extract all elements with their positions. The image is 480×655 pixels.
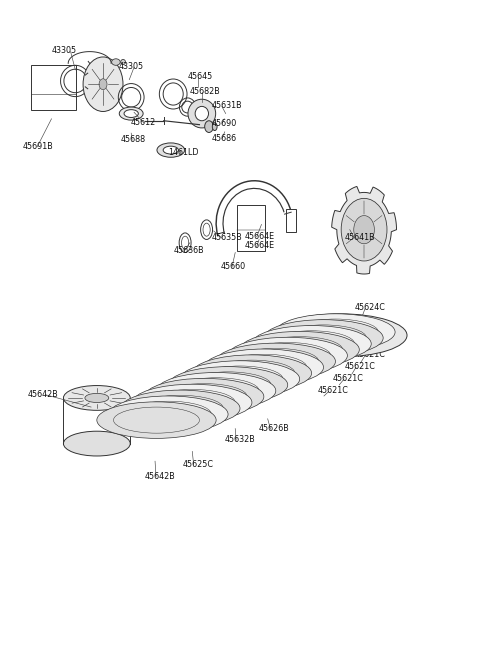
- Ellipse shape: [97, 402, 216, 438]
- Text: 45624C: 45624C: [355, 303, 385, 312]
- Ellipse shape: [204, 349, 324, 386]
- Text: 45637B: 45637B: [154, 395, 185, 403]
- Text: 45642B: 45642B: [28, 390, 59, 398]
- Ellipse shape: [124, 109, 138, 117]
- Text: 45625C: 45625C: [183, 460, 214, 469]
- Text: 45632B: 45632B: [225, 435, 255, 444]
- Ellipse shape: [157, 143, 185, 157]
- Text: 1461LD: 1461LD: [168, 148, 199, 157]
- Ellipse shape: [112, 59, 120, 66]
- Bar: [31, 65, 76, 110]
- Text: 45636B: 45636B: [173, 246, 204, 255]
- Ellipse shape: [120, 60, 125, 65]
- Ellipse shape: [240, 331, 360, 368]
- Ellipse shape: [264, 320, 383, 356]
- Text: 45650B: 45650B: [188, 386, 218, 395]
- Text: 45691B: 45691B: [23, 141, 54, 151]
- Circle shape: [341, 198, 387, 261]
- Ellipse shape: [109, 396, 228, 432]
- Bar: [287, 209, 296, 232]
- Text: 45622B: 45622B: [340, 316, 371, 326]
- Ellipse shape: [212, 122, 217, 130]
- Ellipse shape: [144, 379, 264, 415]
- Ellipse shape: [156, 373, 276, 409]
- Text: 45664E: 45664E: [245, 232, 275, 240]
- Text: 45686: 45686: [211, 134, 237, 143]
- Text: 45627B: 45627B: [251, 365, 281, 375]
- Circle shape: [149, 398, 155, 405]
- Text: 45622B: 45622B: [297, 341, 328, 350]
- Text: 45623T: 45623T: [273, 354, 302, 363]
- Ellipse shape: [132, 384, 252, 421]
- Ellipse shape: [85, 394, 109, 403]
- Polygon shape: [332, 187, 396, 274]
- Bar: [237, 205, 265, 251]
- Ellipse shape: [188, 99, 216, 128]
- Ellipse shape: [252, 326, 371, 362]
- Text: 43305: 43305: [51, 46, 77, 55]
- Text: 45631B: 45631B: [211, 102, 242, 110]
- Text: 45645: 45645: [188, 72, 213, 81]
- Text: 45641B: 45641B: [345, 233, 376, 242]
- Ellipse shape: [274, 314, 407, 357]
- Text: 45621C: 45621C: [318, 386, 348, 395]
- Ellipse shape: [180, 361, 300, 398]
- Text: 45621C: 45621C: [333, 374, 364, 383]
- Text: 45682B: 45682B: [190, 87, 221, 96]
- Text: 45690: 45690: [211, 119, 237, 128]
- Ellipse shape: [168, 367, 288, 403]
- Ellipse shape: [119, 107, 143, 120]
- Text: 43305: 43305: [118, 62, 144, 71]
- Text: 45688: 45688: [120, 135, 146, 144]
- Text: 45635B: 45635B: [211, 233, 242, 242]
- Ellipse shape: [120, 390, 240, 426]
- Circle shape: [354, 215, 374, 244]
- Text: 45633B: 45633B: [225, 377, 255, 386]
- Circle shape: [99, 79, 107, 90]
- Ellipse shape: [204, 121, 213, 132]
- Ellipse shape: [83, 57, 123, 111]
- Ellipse shape: [276, 314, 395, 350]
- Text: 45621C: 45621C: [355, 350, 385, 360]
- Text: 45642B: 45642B: [144, 472, 175, 481]
- Text: 45660: 45660: [221, 263, 246, 271]
- Ellipse shape: [228, 337, 348, 374]
- Ellipse shape: [192, 355, 312, 392]
- Text: 45612: 45612: [130, 117, 156, 126]
- Text: 45622B: 45622B: [321, 328, 352, 337]
- Text: 45626B: 45626B: [259, 424, 290, 433]
- Ellipse shape: [216, 343, 336, 380]
- Text: 45621C: 45621C: [345, 362, 376, 371]
- Ellipse shape: [63, 386, 130, 410]
- Ellipse shape: [195, 106, 208, 121]
- Text: 45664E: 45664E: [245, 242, 275, 250]
- Ellipse shape: [63, 431, 130, 456]
- Ellipse shape: [163, 146, 179, 154]
